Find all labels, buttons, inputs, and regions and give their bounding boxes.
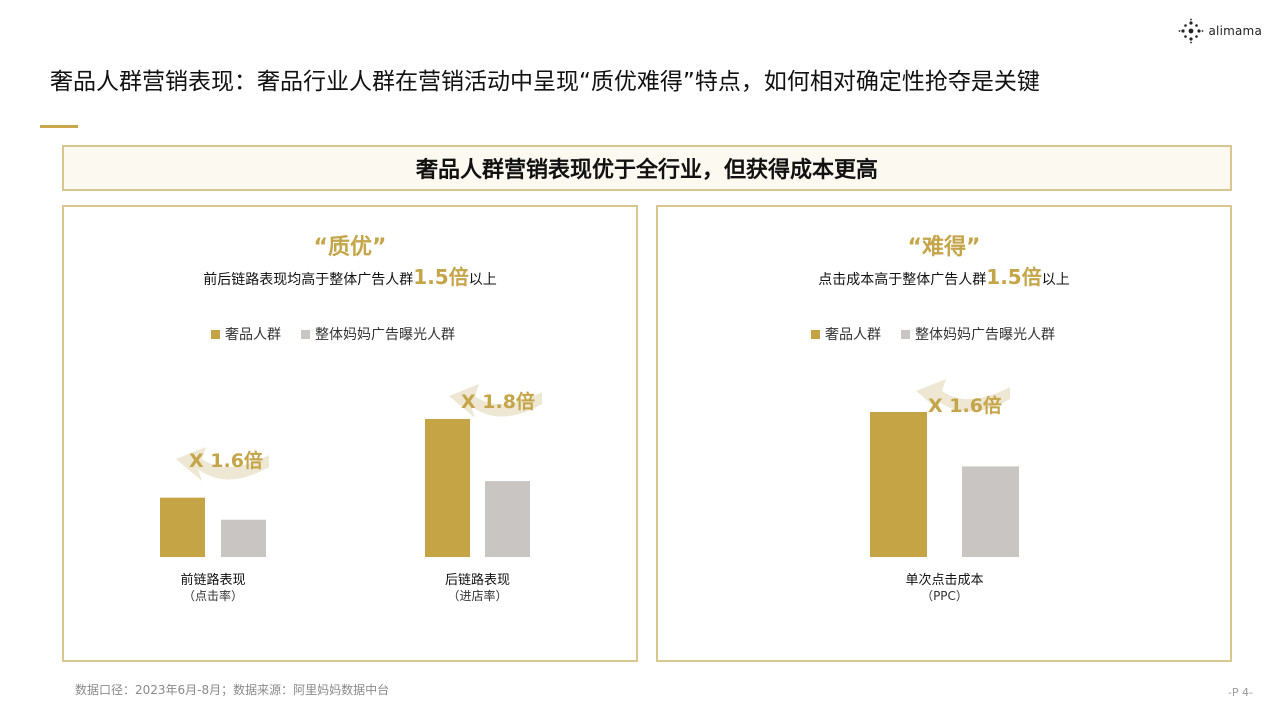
chart-legend: 奢品人群 整体妈妈广告曝光人群 — [211, 324, 455, 344]
legend-swatch-luxury — [811, 329, 820, 339]
legend-swatch-overall — [301, 329, 310, 339]
summary-banner: 奢品人群营销表现优于全行业，但获得成本更高 — [62, 145, 1232, 191]
subtitle-highlight: 1.5倍 — [986, 265, 1042, 289]
performance-bar-chart: 前链路表现（点击率） 后链路表现（进店率） X 1.6倍 X 1.8倍 — [160, 384, 542, 603]
subtitle-text: 点击成本高于整体广告人群 — [818, 272, 987, 288]
subtitle-suffix: 以上 — [1041, 272, 1070, 288]
legend-label: 整体妈妈广告曝光人群 — [315, 327, 455, 343]
panel-heading: “难得” — [907, 235, 981, 260]
bar-overall — [485, 481, 530, 557]
bar-overall — [962, 466, 1019, 557]
legend-item-overall: 整体妈妈广告曝光人群 — [301, 324, 455, 344]
page-number: -P 4- — [1227, 686, 1253, 699]
legend-swatch-overall — [901, 329, 910, 339]
multiplier-label: X 1.8倍 — [461, 390, 535, 413]
legend-item-luxury: 奢品人群 — [211, 324, 281, 344]
legend-item-luxury: 奢品人群 — [811, 324, 881, 344]
panel-subtitle: 点击成本高于整体广告人群1.5倍以上 — [658, 261, 1230, 290]
legend-label: 奢品人群 — [825, 327, 881, 343]
multiplier-arrow — [176, 447, 269, 481]
category-note: （PPC） — [921, 589, 968, 603]
panel-heading: “质优” — [313, 235, 387, 260]
logo-text: alimama — [1208, 24, 1262, 38]
category-note: （进店率） — [447, 588, 507, 603]
multiplier-arrow — [916, 379, 1010, 413]
logo-icon — [1179, 18, 1204, 44]
quality-panel: “质优” 前后链路表现均高于整体广告人群1.5倍以上 奢品人群 整体妈妈广告曝光… — [62, 205, 638, 662]
multiplier-label: X 1.6倍 — [928, 394, 1002, 417]
multiplier-label: X 1.6倍 — [189, 449, 263, 472]
category-label: 单次点击成本 — [905, 572, 983, 588]
bar-luxury — [870, 412, 927, 557]
alimama-logo: alimama — [1178, 18, 1262, 44]
bar-luxury — [425, 419, 470, 557]
category-label: 后链路表现 — [445, 572, 510, 588]
legend-swatch-luxury — [211, 329, 220, 339]
title-underline — [40, 125, 78, 128]
cost-panel: “难得” 点击成本高于整体广告人群1.5倍以上 奢品人群 整体妈妈广告曝光人群 … — [656, 205, 1232, 662]
category-label: 前链路表现 — [180, 572, 245, 588]
subtitle-highlight: 1.5倍 — [413, 265, 469, 289]
legend-item-overall: 整体妈妈广告曝光人群 — [901, 324, 1055, 344]
legend-label: 整体妈妈广告曝光人群 — [915, 327, 1055, 343]
chart-legend: 奢品人群 整体妈妈广告曝光人群 — [811, 324, 1055, 344]
page-title: 奢品人群营销表现：奢品行业人群在营销活动中呈现“质优难得”特点，如何相对确定性抢… — [50, 69, 1040, 95]
multiplier-arrow — [449, 384, 542, 418]
category-note: （点击率） — [183, 588, 243, 603]
subtitle-suffix: 以上 — [468, 272, 497, 288]
data-source-note: 数据口径：2023年6月-8月；数据来源：阿里妈妈数据中台 — [75, 683, 390, 697]
cost-bar-chart: 单次点击成本（PPC） X 1.6倍 — [870, 379, 1019, 603]
bar-overall — [221, 519, 266, 557]
legend-label: 奢品人群 — [225, 327, 281, 343]
bar-luxury — [160, 497, 205, 557]
panel-subtitle: 前后链路表现均高于整体广告人群1.5倍以上 — [64, 261, 636, 290]
subtitle-text: 前后链路表现均高于整体广告人群 — [203, 272, 414, 288]
